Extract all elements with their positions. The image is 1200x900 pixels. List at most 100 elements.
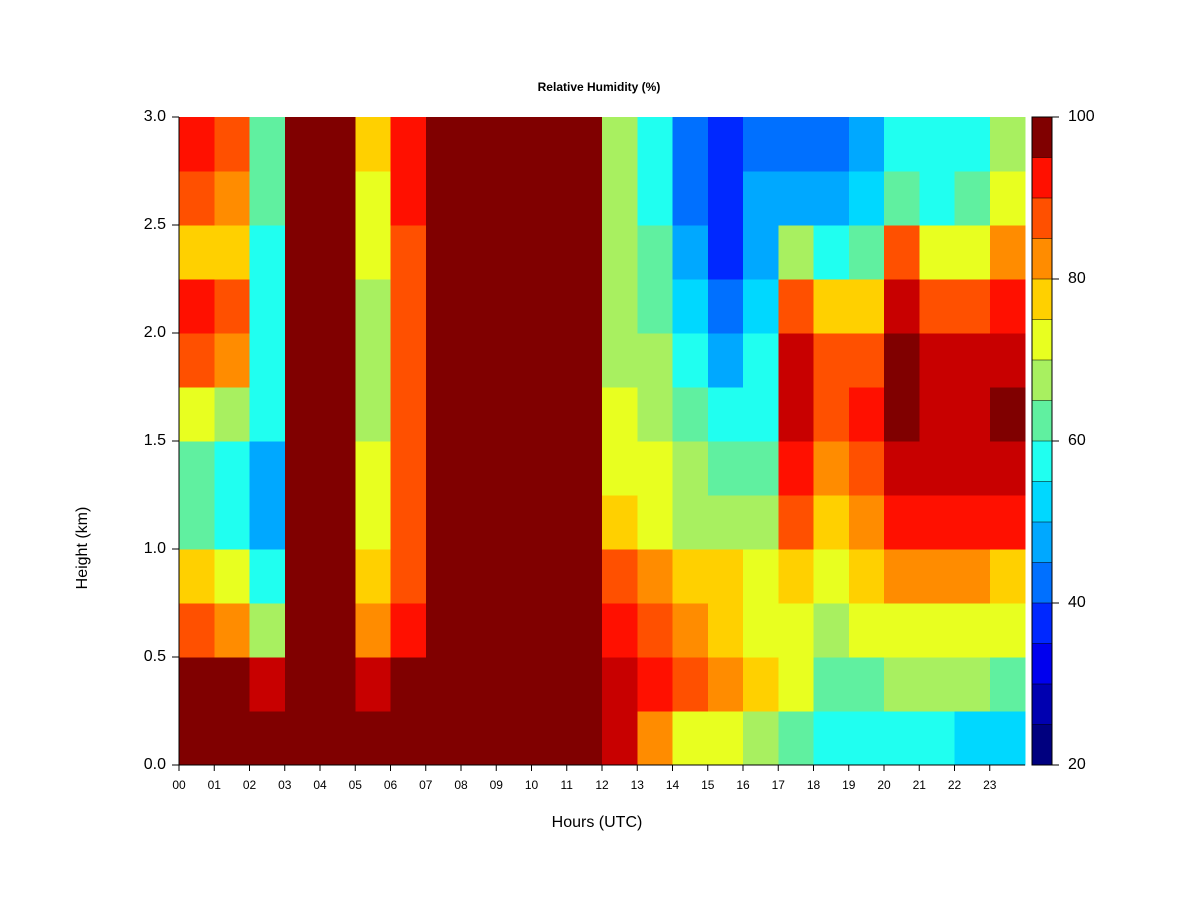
x-axis-label: Hours (UTC) (552, 814, 643, 831)
heatmap-cell (425, 441, 462, 496)
colorbar-tick-label: 40 (1068, 594, 1086, 611)
heatmap-cell (848, 657, 885, 712)
heatmap-cell (848, 495, 885, 550)
heatmap-cell (425, 333, 462, 388)
heatmap-cell (743, 333, 779, 388)
heatmap-cell (214, 333, 250, 388)
heatmap-cell (672, 387, 709, 442)
heatmap-cell (813, 225, 850, 280)
heatmap-cell (848, 603, 885, 658)
heatmap-cell (954, 171, 991, 226)
colorbar-band (1032, 319, 1052, 360)
heatmap-cell (672, 333, 709, 388)
x-tick-label: 20 (877, 778, 891, 792)
heatmap-cell (743, 171, 779, 226)
heatmap-cell (848, 711, 885, 766)
heatmap-cell (778, 117, 814, 172)
heatmap-cell (461, 387, 497, 442)
x-tick-label: 23 (983, 778, 997, 792)
heatmap-cell (813, 441, 850, 496)
heatmap-cell (989, 225, 1026, 280)
heatmap-cell (531, 117, 568, 172)
heatmap-cell (496, 495, 532, 550)
heatmap-cell (531, 387, 568, 442)
heatmap-cell (461, 171, 497, 226)
heatmap-cell (320, 117, 356, 172)
heatmap-cell (602, 333, 638, 388)
heatmap-cell (954, 117, 991, 172)
x-tick-label: 08 (454, 778, 468, 792)
heatmap-cell (637, 495, 673, 550)
heatmap-cell (637, 549, 673, 604)
heatmap-cell (355, 279, 391, 334)
heatmap-cell (496, 225, 532, 280)
heatmap-cell (425, 711, 462, 766)
heatmap-cell (496, 387, 532, 442)
heatmap-cell (884, 117, 920, 172)
heatmap-cell (637, 387, 673, 442)
heatmap-cells (179, 117, 1026, 766)
heatmap-cell (602, 549, 638, 604)
heatmap-cell (249, 495, 286, 550)
heatmap-cell (390, 333, 427, 388)
heatmap-cell (778, 225, 814, 280)
heatmap-cell (707, 333, 744, 388)
heatmap-cell (848, 387, 885, 442)
heatmap-cell (672, 225, 709, 280)
heatmap-cell (179, 549, 215, 604)
heatmap-cell (496, 657, 532, 712)
heatmap-cell (214, 279, 250, 334)
heatmap-cell (778, 333, 814, 388)
heatmap-cell (637, 279, 673, 334)
heatmap-cell (602, 711, 638, 766)
y-tick-label: 2.5 (144, 216, 166, 233)
heatmap-cell (637, 333, 673, 388)
colorbar-band (1032, 157, 1052, 198)
heatmap-cell (179, 279, 215, 334)
heatmap-cell (496, 549, 532, 604)
heatmap-cell (848, 171, 885, 226)
heatmap-cell (425, 171, 462, 226)
heatmap-cell (566, 387, 603, 442)
heatmap-cell (461, 495, 497, 550)
heatmap-cell (320, 657, 356, 712)
heatmap-cell (214, 387, 250, 442)
colorbar-band (1032, 481, 1052, 522)
heatmap-cell (320, 171, 356, 226)
colorbar-tick-label: 60 (1068, 432, 1086, 449)
heatmap-cell (179, 603, 215, 658)
heatmap-cell (320, 495, 356, 550)
heatmap-cell (743, 225, 779, 280)
heatmap-cell (707, 549, 744, 604)
heatmap-cell (919, 441, 955, 496)
heatmap-cell (954, 387, 991, 442)
heatmap-cell (989, 117, 1026, 172)
heatmap-cell (602, 225, 638, 280)
heatmap-cell (284, 387, 321, 442)
heatmap-cell (778, 549, 814, 604)
x-tick-label: 00 (172, 778, 186, 792)
heatmap-cell (179, 117, 215, 172)
heatmap-cell (989, 603, 1026, 658)
heatmap-cell (461, 225, 497, 280)
heatmap-cell (249, 441, 286, 496)
heatmap-cell (707, 441, 744, 496)
x-tick-label: 19 (842, 778, 856, 792)
heatmap-cell (637, 441, 673, 496)
heatmap-cell (284, 711, 321, 766)
heatmap-cell (778, 657, 814, 712)
heatmap-cell (884, 333, 920, 388)
heatmap-cell (813, 117, 850, 172)
heatmap-cell (425, 657, 462, 712)
heatmap-cell (179, 225, 215, 280)
heatmap-cell (637, 225, 673, 280)
heatmap-cell (989, 549, 1026, 604)
heatmap-cell (531, 549, 568, 604)
heatmap-cell (320, 603, 356, 658)
heatmap-cell (214, 117, 250, 172)
heatmap-cell (320, 333, 356, 388)
heatmap-cell (179, 495, 215, 550)
heatmap-cell (320, 711, 356, 766)
heatmap-cell (707, 117, 744, 172)
y-tick-label: 1.0 (144, 540, 166, 557)
